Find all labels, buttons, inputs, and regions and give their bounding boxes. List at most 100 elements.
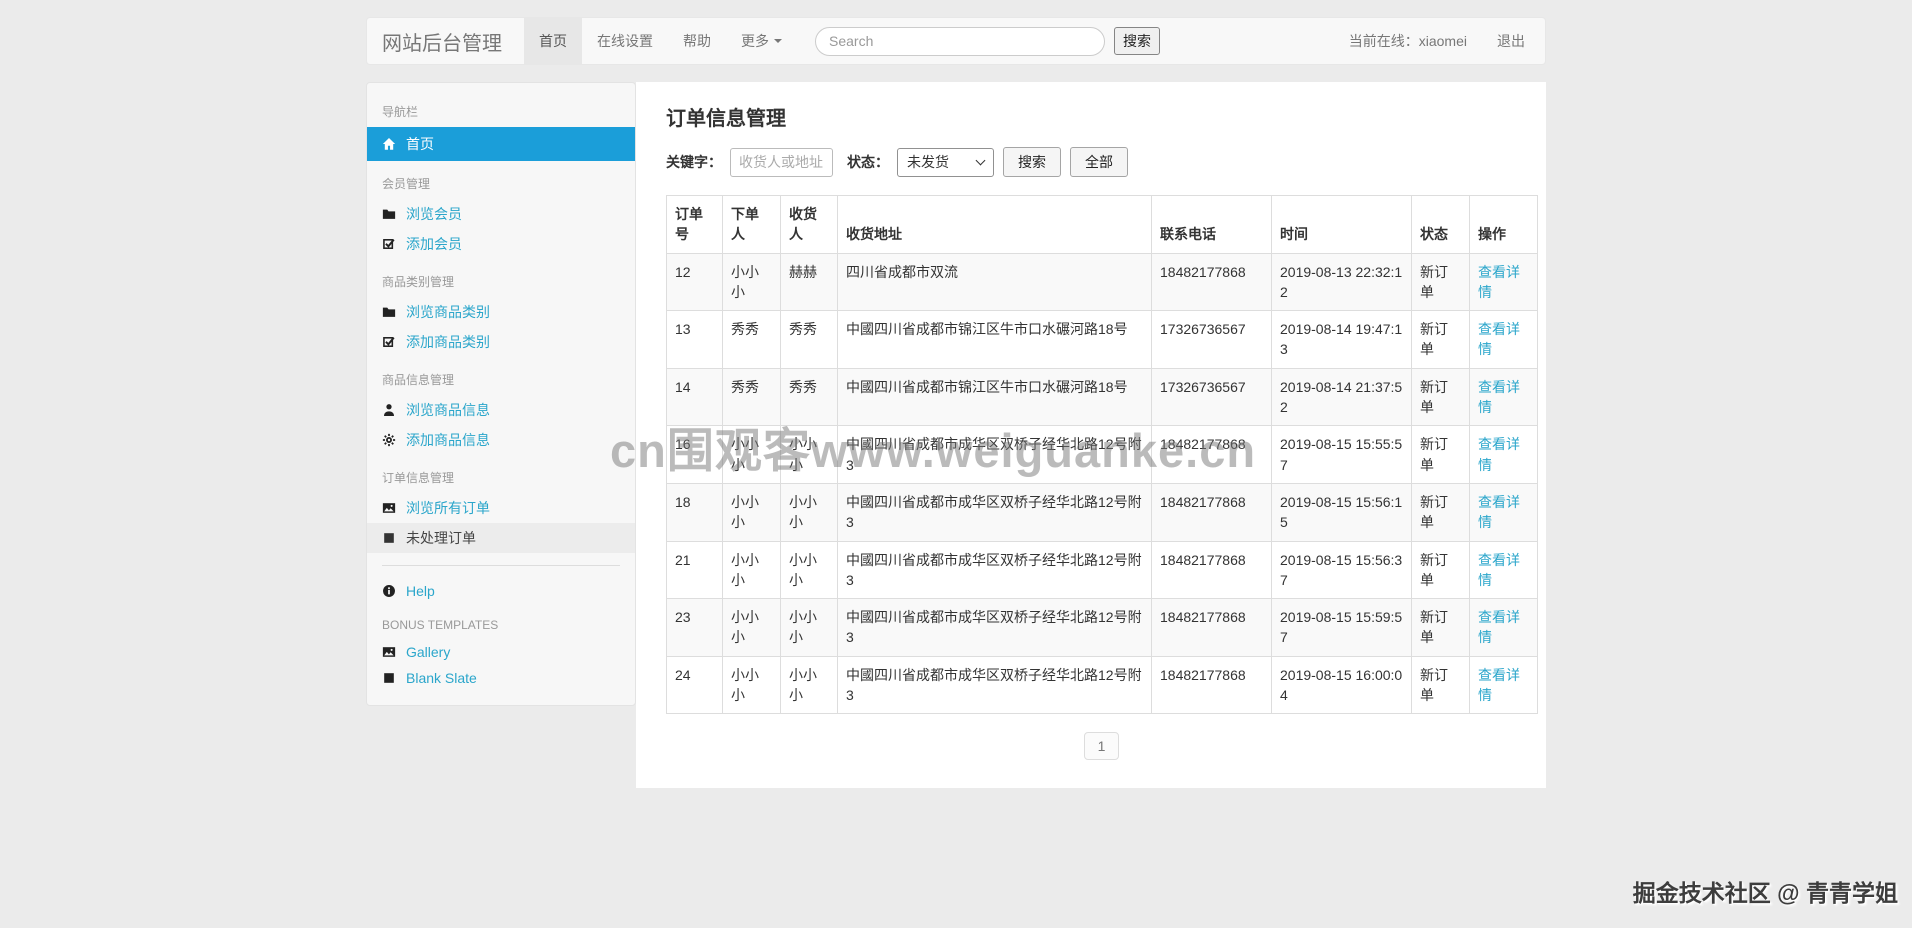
square-icon <box>382 531 397 546</box>
gear-icon <box>382 433 397 448</box>
sidebar-item-label: Gallery <box>406 644 451 660</box>
sidebar-item-首页[interactable]: 首页 <box>367 127 635 161</box>
cell-status: 新订单 <box>1411 598 1470 657</box>
navbar-menu: 首页 在线设置 帮助 更多 <box>524 18 797 64</box>
view-detail-link[interactable]: 查看详情 <box>1478 436 1520 473</box>
nav-item-帮助[interactable]: 帮助 <box>683 33 711 49</box>
sidebar-item-label: Help <box>406 583 435 599</box>
cell-phone: 18482177868 <box>1151 598 1272 657</box>
navbar-search-form: 搜索 <box>815 26 1160 56</box>
pagination: 1 <box>666 732 1537 761</box>
keyword-input[interactable] <box>730 147 833 177</box>
sidebar-item-Blank Slate[interactable]: Blank Slate <box>367 665 635 691</box>
cell-action: 查看详情 <box>1469 482 1538 542</box>
column-header-下单人: 下单人 <box>722 195 781 254</box>
sidebar-section-header: 会员管理 <box>382 177 431 191</box>
cell-buyer: 小小小 <box>722 425 781 484</box>
sidebar-section-header: 导航栏 <box>382 105 419 119</box>
nav-item-在线设置[interactable]: 在线设置 <box>597 33 653 49</box>
navbar-user-area: 当前在线：xiaomei 退出 <box>1349 31 1545 51</box>
filter-all-button[interactable]: 全部 <box>1070 147 1128 177</box>
chevron-down-icon <box>975 155 986 165</box>
table-row: 24 小小小 小小小 中國四川省成都市成华区双桥子经华北路12号附3 184821778… <box>666 655 1538 715</box>
column-header-操作: 操作 <box>1469 195 1538 254</box>
table-header-row: 订单号 下单人 收货人 收货地址 联系电话 时间 状态 操作 <box>666 195 1538 254</box>
navbar-search-button[interactable]: 搜索 <box>1114 27 1160 55</box>
table-row: 13 秀秀 秀秀 中國四川省成都市锦江区牛市口水碾河路18号 17326736567 20… <box>666 310 1538 369</box>
sidebar-item-Help[interactable]: Help <box>367 578 635 604</box>
cell-receiver: 小小小 <box>780 598 838 657</box>
person-icon <box>382 403 397 418</box>
cell-order-id: 24 <box>666 655 723 715</box>
sidebar-item-浏览所有订单[interactable]: 浏览所有订单 <box>367 493 635 523</box>
filter-search-button[interactable]: 搜索 <box>1003 147 1061 177</box>
image-icon <box>382 645 397 660</box>
cell-order-id: 21 <box>666 540 723 600</box>
cell-time: 2019-08-15 15:59:57 <box>1271 598 1412 657</box>
view-detail-link[interactable]: 查看详情 <box>1478 609 1520 646</box>
sidebar-item-label: Blank Slate <box>406 670 477 686</box>
sidebar: 导航栏 首页 会员管理 浏览会员 添加会员 商品类别管理 浏览商品类别 添加商品类别 商品信息管… <box>366 82 636 706</box>
cell-phone: 18482177868 <box>1151 252 1272 312</box>
online-status: 当前在线：xiaomei <box>1348 33 1467 49</box>
cell-phone: 18482177868 <box>1151 540 1272 600</box>
sidebar-section-header: 商品信息管理 <box>382 373 455 387</box>
view-detail-link[interactable]: 查看详情 <box>1478 321 1520 358</box>
cell-status: 新订单 <box>1411 252 1470 312</box>
cell-receiver: 赫赫 <box>780 252 838 312</box>
cell-time: 2019-08-14 19:47:13 <box>1271 310 1412 369</box>
sidebar-item-label: 添加商品类别 <box>406 334 490 350</box>
sidebar-section-header: BONUS TEMPLATES <box>382 618 499 632</box>
nav-item-更多[interactable]: 更多 <box>726 18 797 64</box>
sidebar-item-label: 未处理订单 <box>406 530 476 546</box>
search-input[interactable] <box>815 26 1105 56</box>
nav-item-首页[interactable]: 首页 <box>524 18 582 64</box>
cell-buyer: 小小小 <box>722 540 781 600</box>
cell-action: 查看详情 <box>1469 655 1538 715</box>
sidebar-item-label: 浏览商品类别 <box>406 304 490 320</box>
view-detail-link[interactable]: 查看详情 <box>1478 493 1520 531</box>
keyword-label: 关键字： <box>666 154 722 170</box>
status-select[interactable]: 未发货 <box>897 147 994 177</box>
cell-address: 中國四川省成都市成华区双桥子经华北路12号附3 <box>837 598 1152 657</box>
folder-icon <box>382 305 397 320</box>
cell-buyer: 秀秀 <box>722 367 781 427</box>
cell-buyer: 秀秀 <box>722 310 781 369</box>
cell-address: 中國四川省成都市锦江区牛市口水碾河路18号 <box>837 310 1152 369</box>
view-detail-link[interactable]: 查看详情 <box>1478 551 1520 588</box>
sidebar-item-添加商品信息[interactable]: 添加商品信息 <box>367 425 635 455</box>
sidebar-item-浏览商品信息[interactable]: 浏览商品信息 <box>367 395 635 425</box>
filter-bar: 关键字： 状态： 未发货 搜索 全部 <box>666 147 1546 177</box>
view-detail-link[interactable]: 查看详情 <box>1478 263 1520 300</box>
cell-buyer: 小小小 <box>722 598 781 657</box>
cell-phone: 17326736567 <box>1151 310 1272 369</box>
pagination-page-1[interactable]: 1 <box>1083 732 1120 761</box>
sidebar-item-浏览会员[interactable]: 浏览会员 <box>367 199 635 229</box>
cell-status: 新订单 <box>1411 425 1470 484</box>
cell-receiver: 小小小 <box>780 540 838 600</box>
cell-receiver: 秀秀 <box>780 310 838 369</box>
orders-table: 订单号 下单人 收货人 收货地址 联系电话 时间 状态 操作 12 小小小 赫赫 四川省成都市双流 1… <box>666 195 1538 715</box>
folder-icon <box>382 207 397 222</box>
sidebar-item-添加商品类别[interactable]: 添加商品类别 <box>367 327 635 357</box>
cell-receiver: 小小小 <box>780 482 838 542</box>
sidebar-item-未处理订单[interactable]: 未处理订单 <box>367 523 635 553</box>
view-detail-link[interactable]: 查看详情 <box>1478 378 1520 416</box>
view-detail-link[interactable]: 查看详情 <box>1478 666 1520 704</box>
cell-status: 新订单 <box>1411 655 1470 715</box>
cell-action: 查看详情 <box>1469 367 1538 427</box>
cell-phone: 17326736567 <box>1151 367 1272 427</box>
sidebar-section-header: 订单信息管理 <box>382 471 455 485</box>
cell-action: 查看详情 <box>1469 540 1538 600</box>
cell-address: 中國四川省成都市锦江区牛市口水碾河路18号 <box>837 367 1152 427</box>
info-icon <box>382 584 397 599</box>
cell-status: 新订单 <box>1411 367 1470 427</box>
logout-link[interactable]: 退出 <box>1497 33 1525 49</box>
sidebar-item-浏览商品类别[interactable]: 浏览商品类别 <box>367 297 635 327</box>
cell-order-id: 13 <box>666 310 723 369</box>
sidebar-item-添加会员[interactable]: 添加会员 <box>367 229 635 259</box>
sidebar-item-label: 首页 <box>406 136 434 152</box>
sidebar-item-Gallery[interactable]: Gallery <box>367 639 635 665</box>
cell-buyer: 小小小 <box>722 252 781 312</box>
